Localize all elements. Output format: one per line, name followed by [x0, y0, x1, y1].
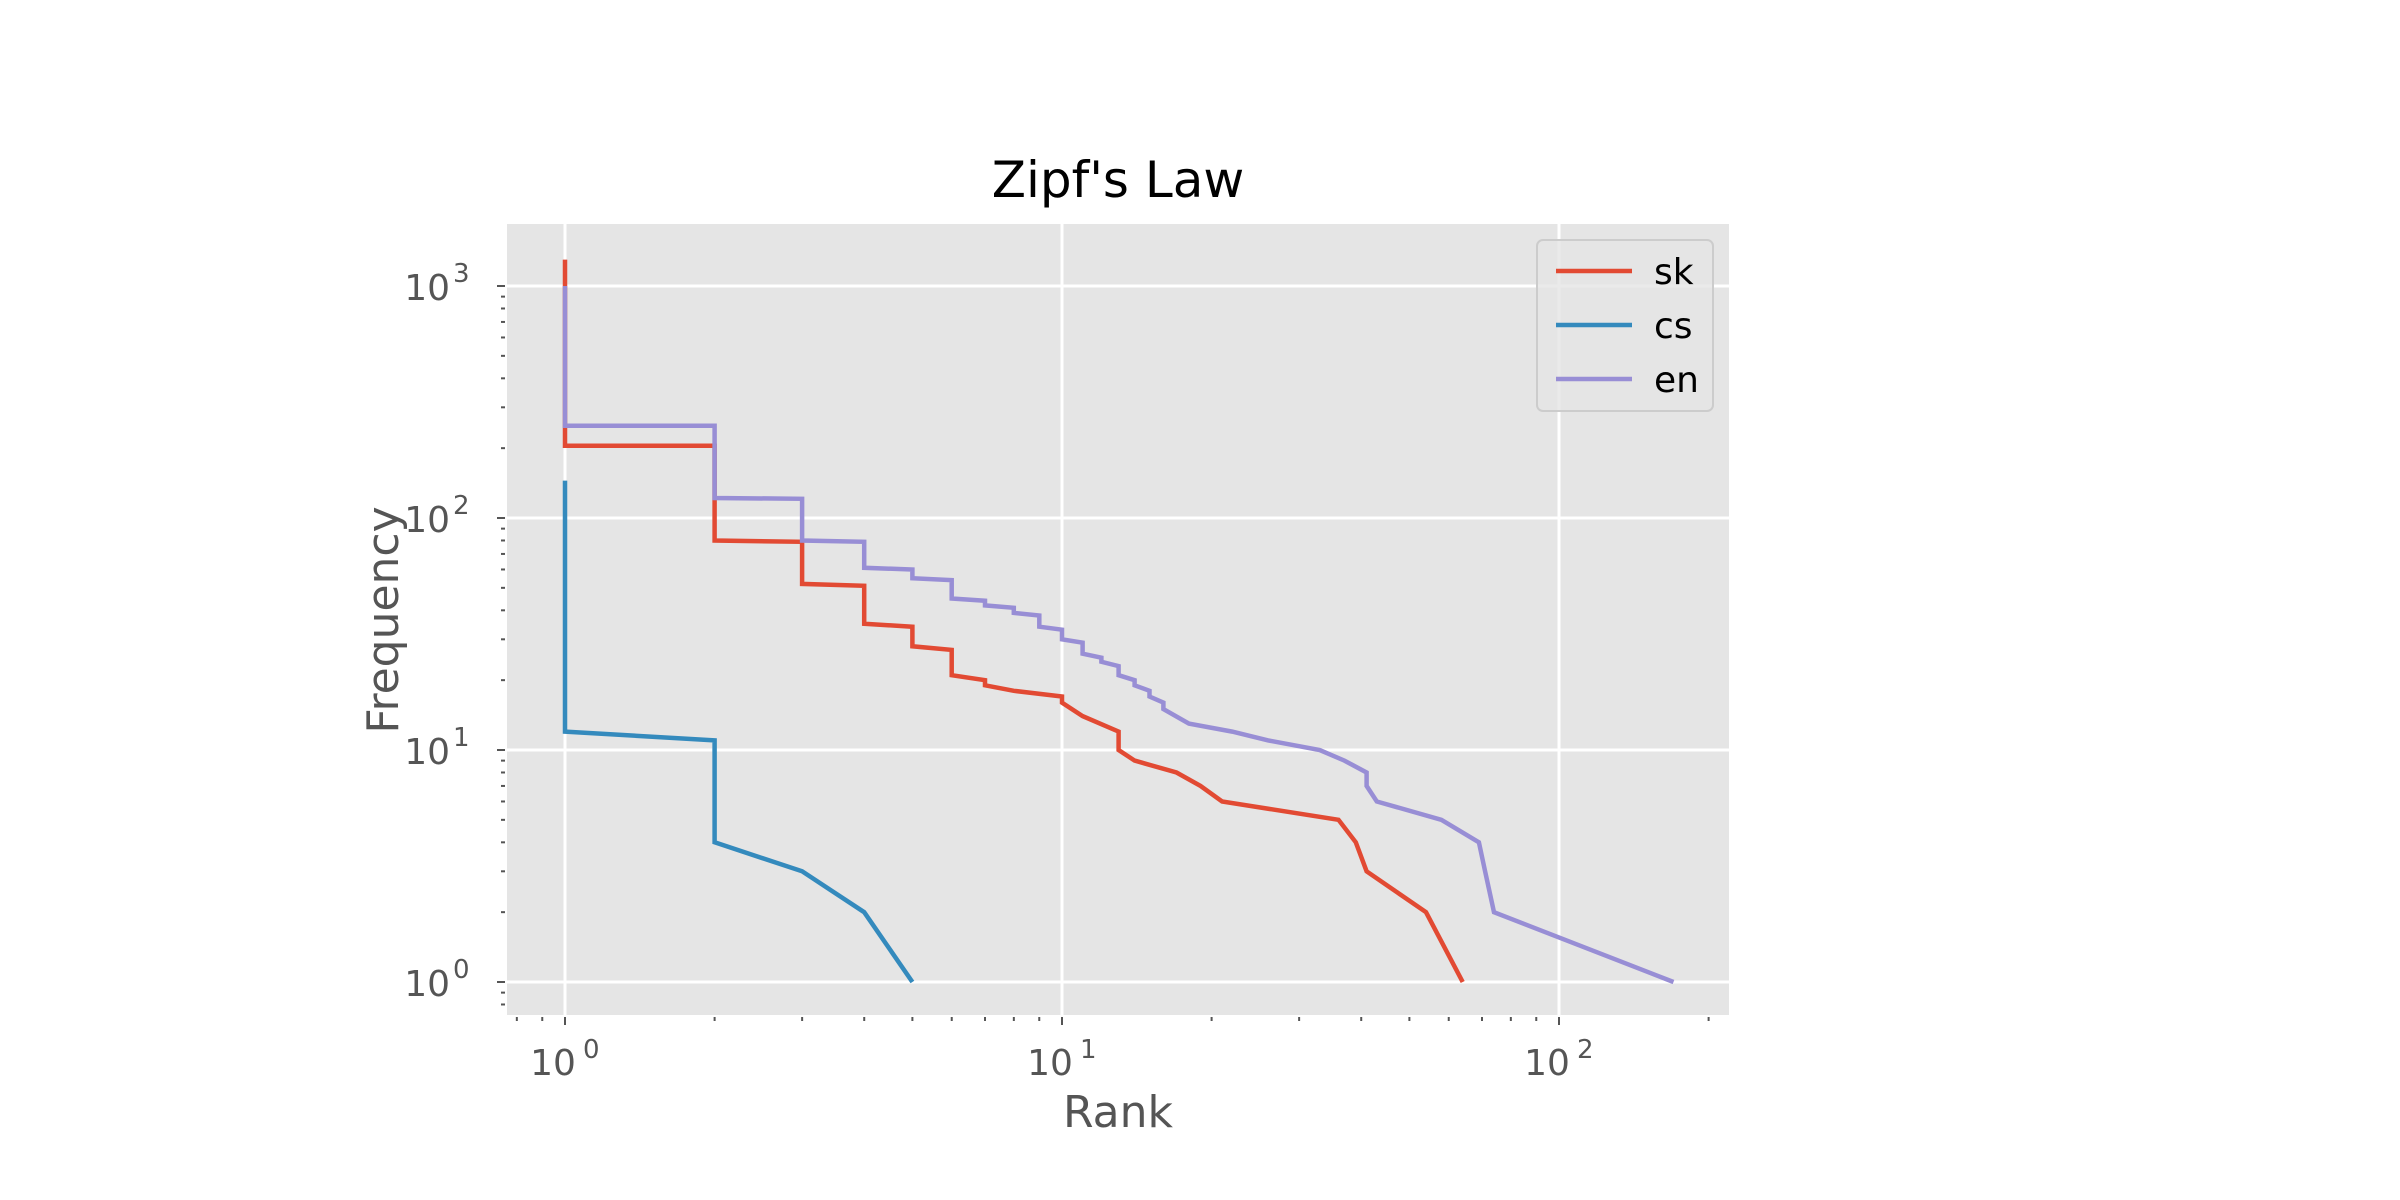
legend-label-sk: sk: [1654, 252, 1694, 293]
y-tick-exponent: 0: [453, 955, 470, 985]
series-lines: [562, 259, 1675, 985]
y-tick-exponent: 3: [453, 259, 470, 289]
x-tick-exponent: 0: [583, 1035, 600, 1065]
series-line-cs: [562, 480, 915, 984]
x-tick-exponent: 2: [1577, 1035, 1594, 1065]
y-axis-label: Frequency: [358, 506, 409, 733]
x-tick-label: 10: [1027, 1043, 1073, 1084]
x-tick-label: 10: [530, 1043, 576, 1084]
chart-title: Zipf's Law: [992, 151, 1245, 209]
y-tick-label: 10: [404, 268, 450, 309]
plot-area: [507, 224, 1729, 1015]
x-axis-label: Rank: [1063, 1087, 1173, 1138]
y-tick-label: 10: [404, 732, 450, 773]
x-tick-exponent: 1: [1080, 1035, 1097, 1065]
legend-label-cs: cs: [1654, 306, 1693, 347]
y-tick-exponent: 1: [453, 723, 470, 753]
series-line-en: [562, 286, 1675, 985]
y-tick-exponent: 2: [453, 491, 470, 521]
y-tick-label: 10: [404, 500, 450, 541]
x-axis-tick-labels: 10 0 10 1 10 2: [530, 1035, 1593, 1084]
legend: sk cs en: [1536, 239, 1714, 412]
legend-label-en: en: [1654, 360, 1699, 401]
y-tick-label: 10: [404, 964, 450, 1005]
series-line-sk: [562, 259, 1465, 984]
x-tick-label: 10: [1524, 1043, 1570, 1084]
minor-ticks: [497, 285, 1710, 1025]
